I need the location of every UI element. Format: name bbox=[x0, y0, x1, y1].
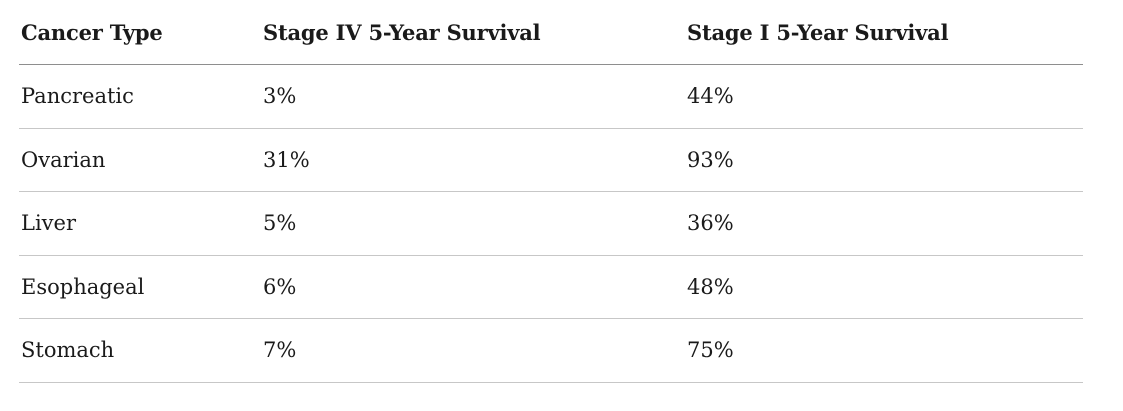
table-row: Stomach 7% 75% bbox=[19, 318, 1083, 383]
stage-iv-survival-cell: 6% bbox=[263, 255, 687, 319]
cancer-type-cell: Pancreatic bbox=[19, 64, 263, 129]
cancer-type-cell: Stomach bbox=[19, 318, 263, 383]
table-row: Esophageal 6% 48% bbox=[19, 255, 1083, 319]
stage-iv-survival-cell: 31% bbox=[263, 128, 687, 192]
column-header-cancer-type: Cancer Type bbox=[19, 0, 263, 65]
column-header-stage-i-survival: Stage I 5-Year Survival bbox=[687, 0, 1083, 65]
stage-iv-survival-cell: 7% bbox=[263, 318, 687, 383]
stage-iv-survival-cell: 3% bbox=[263, 64, 687, 129]
stage-i-survival-cell: 36% bbox=[687, 191, 1083, 256]
column-header-stage-iv-survival: Stage IV 5-Year Survival bbox=[263, 0, 687, 65]
table-row: Pancreatic 3% 44% bbox=[19, 64, 1083, 129]
table-body: Pancreatic 3% 44% Ovarian 31% 93% Liver 5% 36% Es… bbox=[19, 64, 1083, 383]
stage-i-survival-cell: 44% bbox=[687, 64, 1083, 129]
cancer-type-cell: Ovarian bbox=[19, 128, 263, 192]
cancer-survival-table: Cancer Type Stage IV 5-Year Survival Sta… bbox=[19, 0, 1083, 383]
table-header: Cancer Type Stage IV 5-Year Survival Sta… bbox=[19, 0, 1083, 65]
stage-i-survival-cell: 48% bbox=[687, 255, 1083, 319]
stage-i-survival-cell: 75% bbox=[687, 318, 1083, 383]
table-row: Ovarian 31% 93% bbox=[19, 128, 1083, 192]
cancer-type-cell: Esophageal bbox=[19, 255, 263, 319]
header-row: Cancer Type Stage IV 5-Year Survival Sta… bbox=[19, 0, 1083, 65]
stage-i-survival-cell: 93% bbox=[687, 128, 1083, 192]
table-row: Liver 5% 36% bbox=[19, 191, 1083, 256]
stage-iv-survival-cell: 5% bbox=[263, 191, 687, 256]
cancer-type-cell: Liver bbox=[19, 191, 263, 256]
